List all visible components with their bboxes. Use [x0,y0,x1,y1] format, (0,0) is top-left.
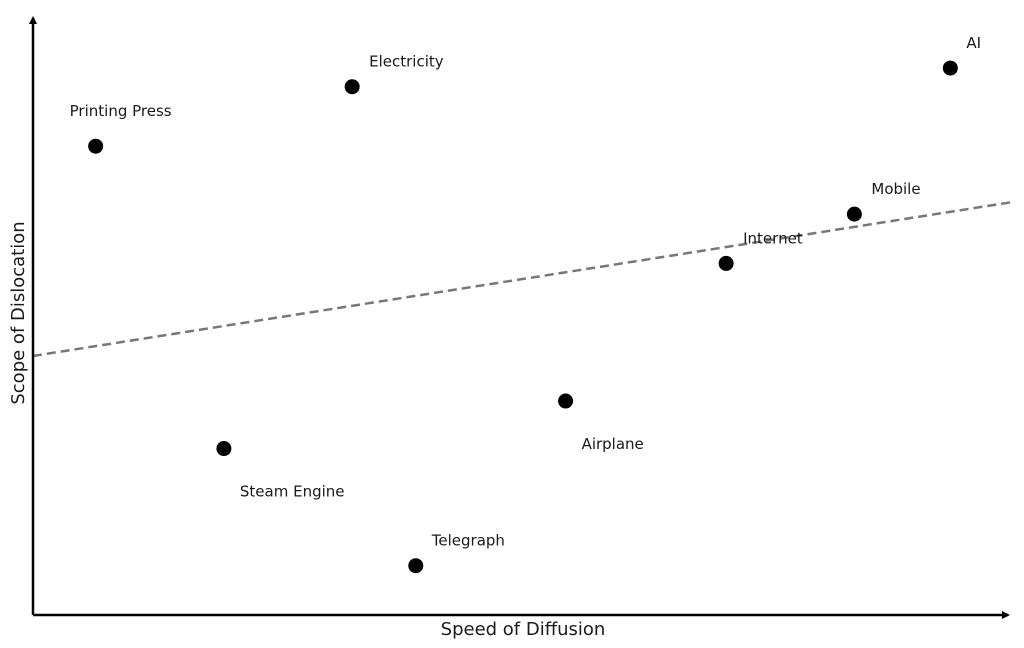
data-point-marker [942,60,958,76]
data-point-marker [88,138,104,154]
data-point-marker [344,79,360,95]
data-point-marker [408,558,424,574]
data-point-label: Printing Press [70,102,172,120]
data-point-marker [718,255,734,271]
data-point-marker [846,206,862,222]
x-axis-label: Speed of Diffusion [441,619,606,640]
data-point-marker [558,393,574,409]
data-point-label: Electricity [369,53,444,71]
trend-line [32,200,1013,358]
data-point-label: Internet [743,229,803,247]
data-point-label: Steam Engine [240,483,345,501]
trend-line-group [32,200,1013,358]
data-point-label: Mobile [871,180,920,198]
data-point-label: AI [966,34,981,52]
data-point-label: Airplane [582,435,644,453]
y-axis-label: Scope of Dislocation [8,221,29,404]
data-point-label: Telegraph [431,532,505,550]
data-point-marker [216,441,232,457]
data-points: Printing Press Electricity AI Mobile Interne… [70,34,981,574]
